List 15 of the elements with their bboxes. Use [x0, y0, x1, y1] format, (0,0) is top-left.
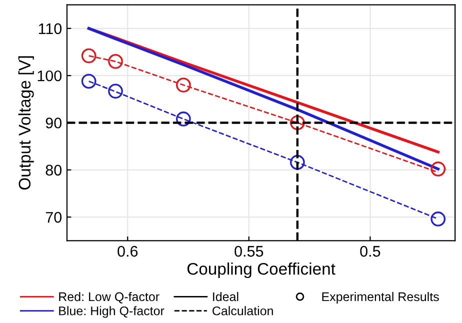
y-tick-label: 80	[46, 164, 62, 176]
text: Calculation	[212, 306, 273, 316]
legend-label: Blue: High Q-factor	[59, 306, 164, 318]
y-tick-label: 90	[46, 118, 62, 128]
x-tick-label: 0.5	[360, 246, 380, 257]
y-tick-label: 100	[38, 70, 62, 82]
y-tick-label: 110	[38, 23, 62, 34]
text: Ideal	[213, 292, 238, 302]
x-tick-label: 0.55	[234, 246, 264, 257]
x-tick-label: 0.6	[118, 246, 138, 257]
legend-label: Red: Low Q-factor	[59, 292, 160, 304]
y-axis-title: Output Voltage [V]	[18, 56, 34, 190]
x-axis-title: Coupling Coefficient	[187, 262, 336, 278]
y-tick-label: 70	[46, 212, 62, 223]
text: Experimental Results	[322, 292, 439, 304]
